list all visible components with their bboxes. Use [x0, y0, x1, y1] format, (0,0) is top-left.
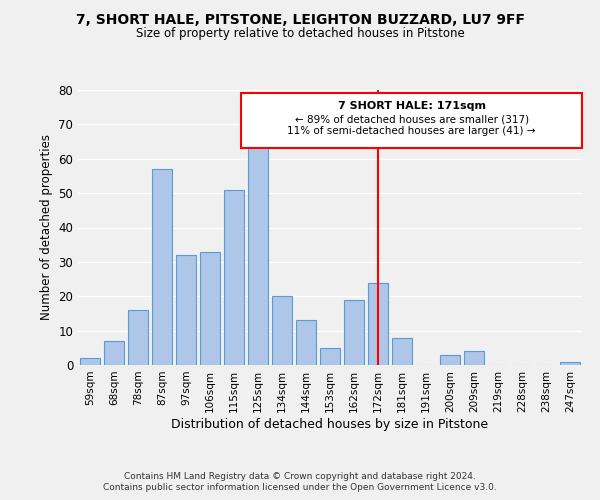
Text: 7 SHORT HALE: 171sqm: 7 SHORT HALE: 171sqm — [338, 101, 485, 111]
Bar — [320, 348, 340, 365]
Bar — [80, 358, 100, 365]
Bar — [248, 145, 268, 365]
Bar — [152, 169, 172, 365]
Bar — [104, 341, 124, 365]
Bar — [200, 252, 220, 365]
Bar — [296, 320, 316, 365]
Bar — [224, 190, 244, 365]
Bar — [392, 338, 412, 365]
Bar — [272, 296, 292, 365]
Text: 11% of semi-detached houses are larger (41) →: 11% of semi-detached houses are larger (… — [287, 126, 536, 136]
Bar — [368, 282, 388, 365]
Text: Contains public sector information licensed under the Open Government Licence v3: Contains public sector information licen… — [103, 484, 497, 492]
Bar — [440, 354, 460, 365]
Bar — [128, 310, 148, 365]
Text: Contains HM Land Registry data © Crown copyright and database right 2024.: Contains HM Land Registry data © Crown c… — [124, 472, 476, 481]
Y-axis label: Number of detached properties: Number of detached properties — [40, 134, 53, 320]
Bar — [344, 300, 364, 365]
Text: Size of property relative to detached houses in Pitstone: Size of property relative to detached ho… — [136, 28, 464, 40]
Text: 7, SHORT HALE, PITSTONE, LEIGHTON BUZZARD, LU7 9FF: 7, SHORT HALE, PITSTONE, LEIGHTON BUZZAR… — [76, 12, 524, 26]
Bar — [560, 362, 580, 365]
Bar — [176, 255, 196, 365]
Text: ← 89% of detached houses are smaller (317): ← 89% of detached houses are smaller (31… — [295, 114, 529, 124]
FancyBboxPatch shape — [241, 94, 582, 148]
X-axis label: Distribution of detached houses by size in Pitstone: Distribution of detached houses by size … — [172, 418, 488, 430]
Bar — [464, 351, 484, 365]
